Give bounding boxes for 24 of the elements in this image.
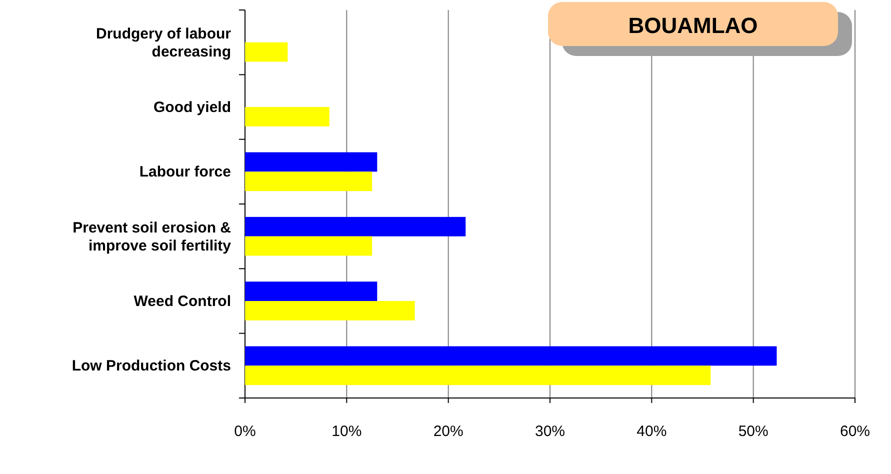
y-tick-label: Drudgery of labour decreasing — [96, 25, 232, 60]
bar — [245, 346, 777, 366]
y-tick-label: Good yield — [153, 99, 231, 116]
bar — [245, 107, 330, 126]
x-tick-label: 50% — [738, 423, 768, 440]
chart-title: BOUAMLAO — [628, 13, 758, 38]
y-tick-label: Weed Control — [134, 293, 231, 310]
bar — [245, 282, 378, 301]
x-tick-label: 10% — [332, 423, 362, 440]
bar — [245, 42, 288, 62]
x-tick-label: 30% — [534, 423, 566, 440]
y-tick-label: Low Production Costs — [72, 358, 231, 375]
bar — [245, 236, 372, 256]
bar — [245, 366, 711, 386]
x-tick-label: 40% — [636, 423, 667, 440]
x-tick-label: 60% — [840, 423, 870, 440]
x-tick-label: 0% — [234, 423, 256, 440]
x-tick-label: 20% — [433, 423, 464, 440]
bar — [245, 152, 378, 172]
y-tick-label: Prevent soil erosion & improve soil fertility — [72, 219, 232, 254]
y-tick-label: Labour force — [139, 164, 231, 181]
bar — [245, 216, 466, 236]
bar — [245, 172, 372, 192]
bar — [245, 301, 415, 320]
